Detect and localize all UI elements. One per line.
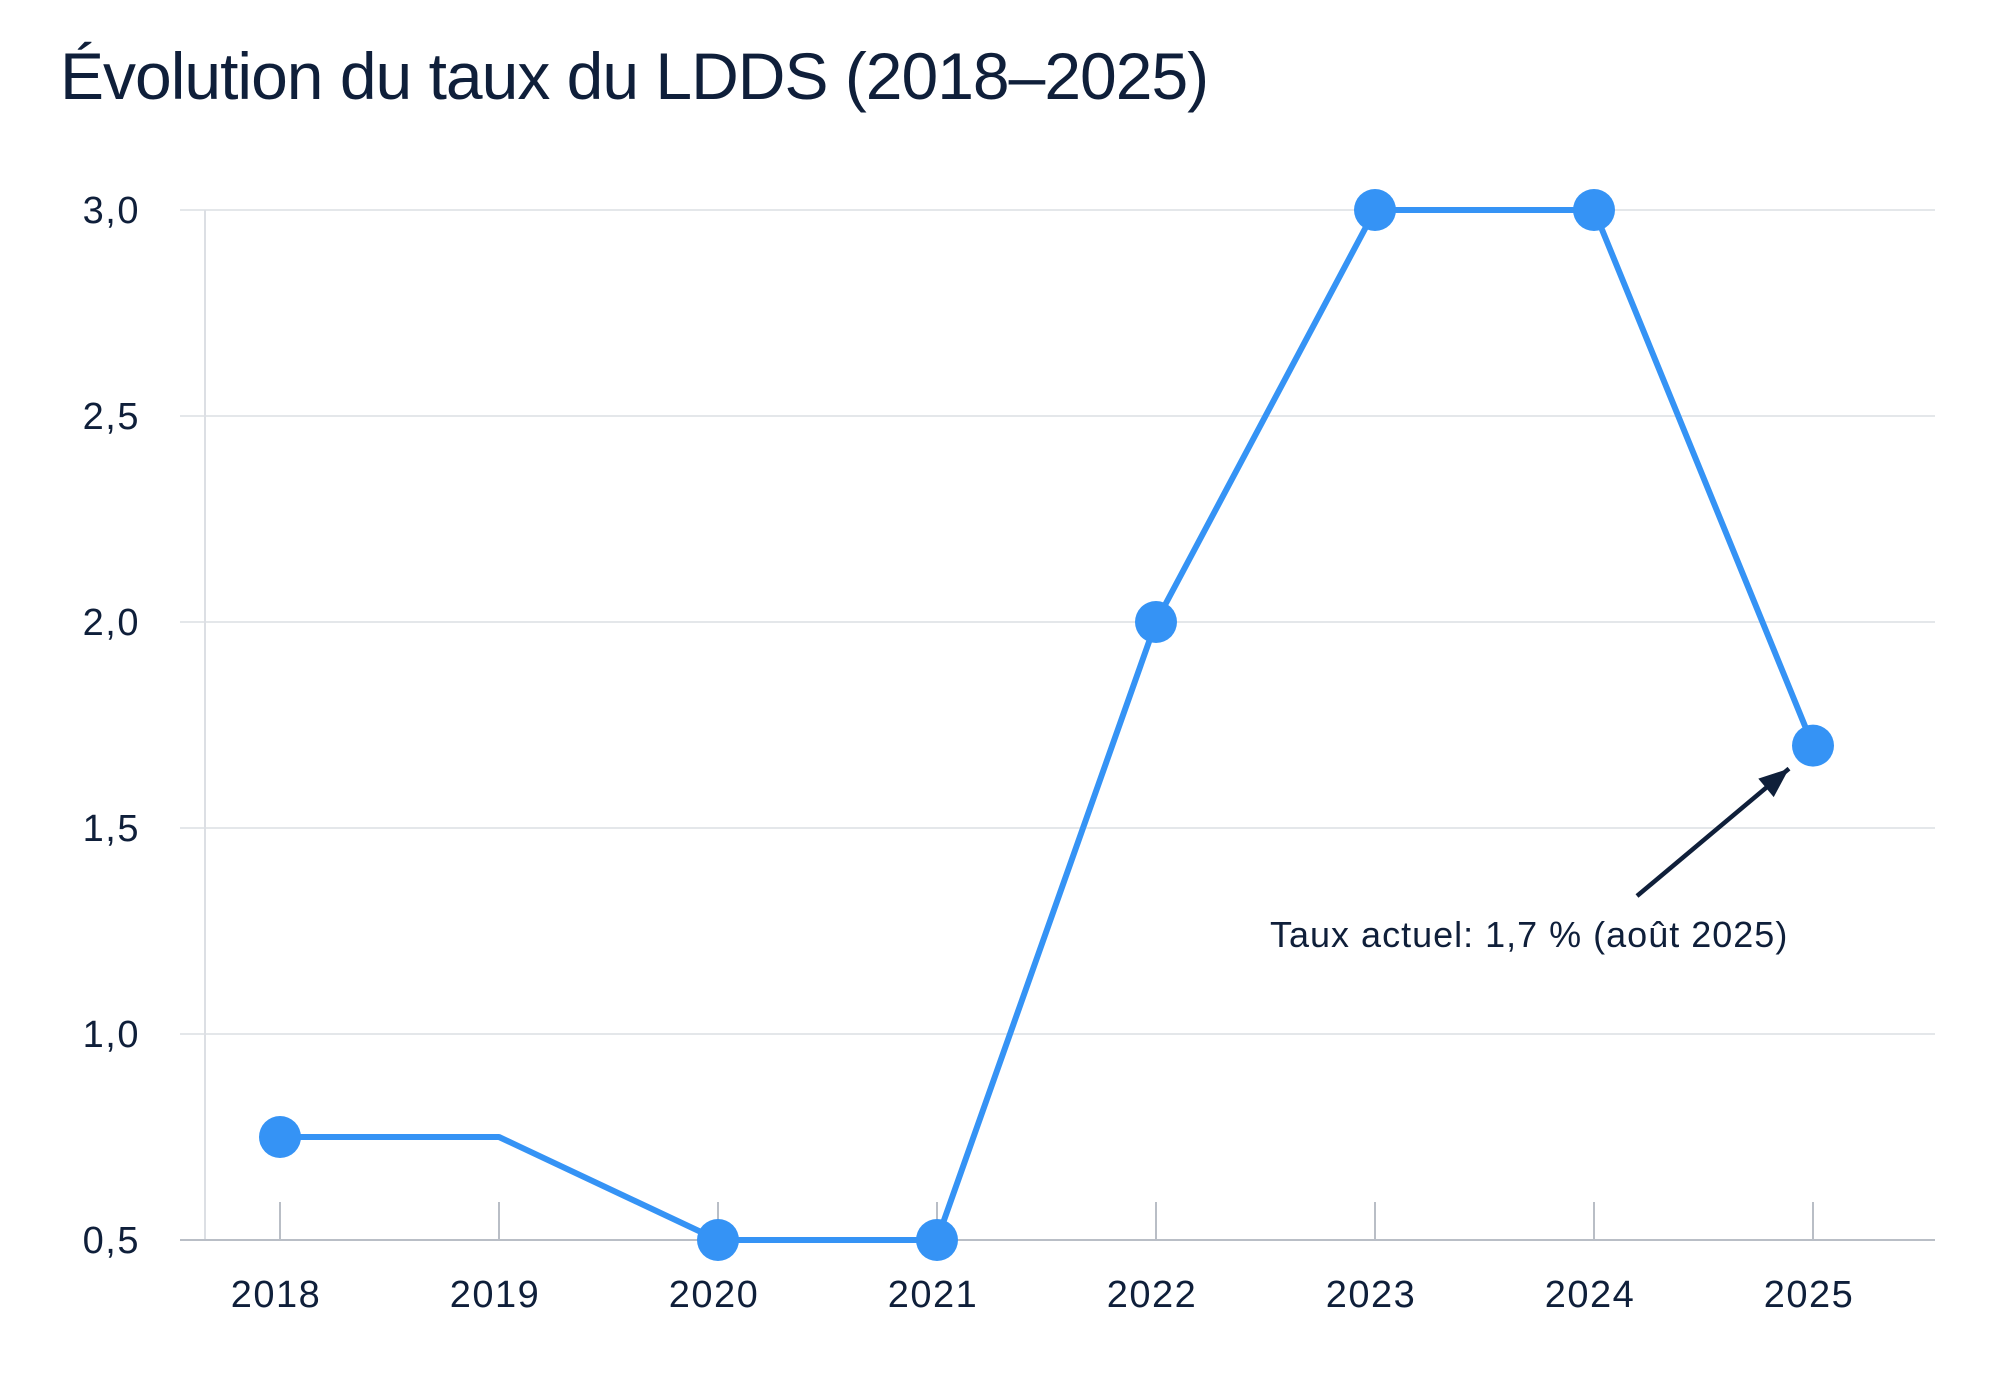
data-point-2021[interactable] [916, 1219, 958, 1261]
data-point-2020[interactable] [697, 1219, 739, 1261]
data-point-2024[interactable] [1573, 189, 1615, 231]
y-tick-label: 0,5 [83, 1220, 140, 1262]
x-tick-label: 2024 [1545, 1274, 1636, 1316]
annotation-arrow-head [1758, 768, 1789, 798]
x-tick-label: 2025 [1764, 1274, 1855, 1316]
data-point-2022[interactable] [1135, 601, 1177, 643]
data-point-2023[interactable] [1354, 189, 1396, 231]
y-tick-label: 2,0 [83, 602, 140, 644]
x-tick-label: 2019 [450, 1274, 541, 1316]
y-tick-label: 1,0 [83, 1014, 140, 1056]
annotation-layer: Taux actuel: 1,7 % (août 2025) [1270, 766, 1791, 955]
chart-title: Évolution du taux du LDDS (2018–2025) [60, 39, 1209, 113]
x-tick-label: 2021 [888, 1274, 979, 1316]
x-tick-label: 2018 [231, 1274, 322, 1316]
y-tick-label: 1,5 [83, 808, 140, 850]
x-tick-label: 2020 [669, 1274, 760, 1316]
series-layer [259, 189, 1834, 1261]
annotation-text: Taux actuel: 1,7 % (août 2025) [1270, 914, 1788, 955]
x-tick-label: 2023 [1326, 1274, 1417, 1316]
y-tick-label: 2,5 [83, 396, 140, 438]
annotation-arrow-line [1635, 766, 1791, 898]
data-point-2025[interactable] [1792, 724, 1834, 767]
x-tick-label: 2022 [1107, 1274, 1198, 1316]
y-tick-label: 3,0 [83, 190, 140, 232]
data-point-2018[interactable] [259, 1116, 301, 1158]
series-line [277, 207, 1816, 1243]
grid-layer [180, 209, 1935, 1035]
axis-layer: 0,5 1,0 1,5 2,0 2,5 3,0 2018 2019 2020 2021 2022 20… [83, 190, 1935, 1316]
